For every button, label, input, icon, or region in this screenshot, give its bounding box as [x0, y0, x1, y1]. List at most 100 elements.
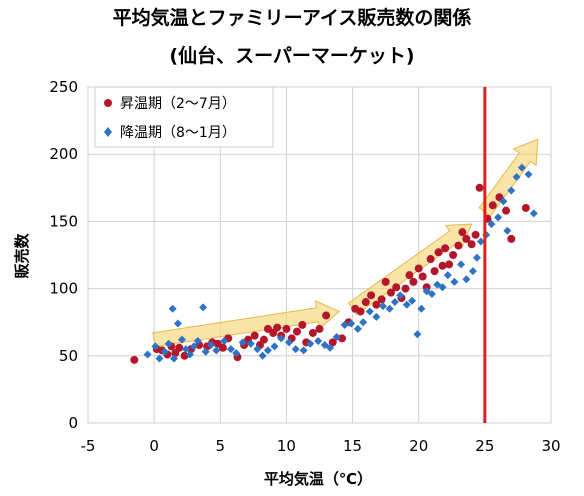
data-point-rise [298, 320, 307, 329]
data-point-fall [385, 304, 394, 313]
data-point-fall [212, 346, 221, 355]
data-point-fall [226, 345, 235, 354]
data-point-rise [414, 264, 423, 273]
data-point-rise [454, 241, 463, 250]
data-point-fall [332, 332, 341, 341]
x-tick-label: 30 [541, 437, 560, 455]
data-point-fall [143, 350, 152, 359]
data-point-fall [427, 289, 436, 298]
data-point-fall [185, 350, 194, 359]
data-point-fall [277, 334, 286, 343]
data-point-fall [160, 347, 169, 356]
y-tick-label: 250 [49, 78, 78, 96]
data-point-rise [507, 234, 516, 243]
chart-subtitle: (仙台、スーパーマーケット) [169, 45, 415, 67]
data-point-fall [220, 337, 229, 346]
data-point-rise [475, 183, 484, 192]
data-point-rise [521, 203, 530, 212]
data-point-rise [392, 283, 401, 292]
data-point-rise [471, 230, 480, 239]
data-point-fall [499, 197, 508, 206]
data-point-fall [468, 267, 477, 276]
legend-label-fall: 降温期（8～1月） [120, 125, 236, 141]
data-point-rise [356, 307, 365, 316]
data-point-rise [467, 240, 476, 249]
data-point-rise [426, 255, 435, 264]
y-tick-label: 100 [49, 280, 78, 298]
data-point-fall [246, 339, 255, 348]
data-point-fall [155, 354, 164, 363]
y-tick-label: 0 [68, 414, 78, 432]
data-point-fall [372, 312, 381, 321]
data-point-fall [201, 347, 210, 356]
data-point-rise [441, 244, 450, 253]
y-axis-label: 販売数 [13, 233, 31, 279]
data-point-rise [462, 234, 471, 243]
data-point-fall [151, 342, 160, 351]
data-point-rise [405, 271, 414, 280]
legend: 昇温期（2～7月） 降温期（8～1月） [94, 86, 274, 148]
trend-arrows [152, 138, 539, 348]
data-point-rise [377, 295, 386, 304]
data-point-fall [207, 341, 216, 350]
data-point-rise [430, 267, 439, 276]
data-point-rise [293, 327, 302, 336]
data-point-rise [434, 248, 443, 257]
data-point-rise [250, 331, 259, 340]
x-tick-label: 20 [409, 437, 428, 455]
data-point-fall [443, 271, 452, 280]
data-point-fall [529, 209, 538, 218]
x-tick-label: 25 [475, 437, 494, 455]
x-tick-label: 15 [343, 437, 362, 455]
data-point-fall [457, 260, 466, 269]
data-point-rise [449, 251, 458, 259]
data-point-rise [322, 311, 331, 320]
data-point-fall [258, 351, 267, 360]
data-point-fall [168, 304, 177, 313]
y-tick-label: 200 [49, 145, 78, 163]
data-point-fall [487, 220, 496, 229]
data-point-rise [282, 324, 291, 333]
data-point-rise [273, 323, 282, 332]
data-point-rise [422, 283, 431, 292]
data-point-fall [462, 275, 471, 284]
data-point-rise [308, 328, 317, 337]
data-point-fall [476, 237, 485, 246]
data-point-rise [218, 343, 227, 352]
data-point-rise [259, 335, 268, 344]
chart-title: 平均気温とファミリーアイス販売数の関係 [112, 7, 472, 29]
data-point-rise [458, 228, 467, 237]
data-point-fall [517, 163, 526, 172]
data-point-fall [299, 346, 308, 355]
data-point-fall [232, 349, 241, 358]
x-tick-label: 5 [216, 437, 226, 455]
data-point-fall [390, 298, 399, 307]
data-point-fall [326, 343, 335, 352]
data-point-fall [417, 304, 426, 313]
data-point-fall [450, 277, 459, 286]
data-point-fall [314, 337, 323, 346]
trend-arrow [152, 300, 341, 348]
data-point-fall [396, 291, 405, 300]
data-point-rise [495, 193, 504, 202]
data-point-rise [361, 298, 370, 307]
data-point-fall [291, 345, 300, 354]
data-point-fall [378, 302, 387, 311]
data-point-fall [524, 170, 533, 179]
data-point-fall [173, 319, 182, 328]
data-point-fall [306, 339, 315, 348]
data-point-rise [418, 272, 427, 281]
data-point-fall [503, 226, 512, 235]
data-point-fall [413, 330, 422, 339]
y-tick-label: 50 [59, 347, 78, 365]
data-point-rise [409, 277, 418, 286]
data-point-fall [263, 346, 272, 355]
data-point-rise [502, 206, 511, 215]
data-point-fall [438, 283, 447, 292]
data-point-fall [340, 320, 349, 329]
legend-marker-fall [104, 127, 112, 137]
data-point-fall [285, 338, 294, 347]
data-point-fall [507, 186, 516, 195]
